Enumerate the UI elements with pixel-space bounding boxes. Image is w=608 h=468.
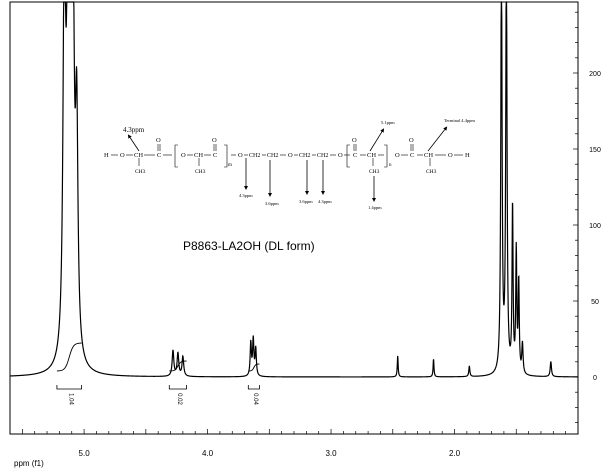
label-top-terminal: Terminal 4.4ppm: [444, 118, 475, 123]
chemical-structure: H O CH CH3 C O O CH CH3 C O m O CH2 CH2: [104, 118, 475, 210]
atom-O: O: [288, 152, 293, 159]
atom-CH2: CH2: [267, 153, 278, 159]
y-tick-label: 200: [589, 71, 601, 78]
methyl-CH3: CH3: [369, 169, 380, 175]
integration-value: 1.04: [67, 393, 73, 405]
label-top-5.1ppm: 5.1ppm: [381, 120, 395, 125]
atom-CH: CH: [194, 152, 203, 159]
x-tick-label: 4.0: [202, 449, 214, 458]
atom-CH2: CH2: [317, 153, 328, 159]
x-tick-label: 3.0: [325, 449, 337, 458]
label-top-4.3ppm: 4.3ppm: [123, 126, 145, 134]
plot-frame: [9, 1, 579, 435]
atom-CH2: CH2: [249, 153, 260, 159]
label-bottom-4.3ppm-b: 4.3ppm: [318, 199, 332, 204]
label-bottom-3.6ppm: 3.6ppm: [265, 201, 279, 206]
atom-C: C: [410, 152, 414, 159]
atom-O: O: [120, 152, 125, 159]
atom-H-right: H: [465, 152, 470, 159]
y-tick-label: 50: [591, 299, 599, 306]
bracket-right: [384, 144, 388, 168]
integration-value: 0.04: [252, 393, 258, 405]
integration-curve: [56, 342, 82, 372]
y-axis: 0 50 100 150 200: [573, 11, 601, 423]
spectrum-trace: [9, 1, 579, 378]
atom-O: O: [395, 152, 400, 159]
bracket-right: [224, 144, 228, 168]
carbonyl-O: O: [212, 137, 217, 144]
label-bottom-1.4ppm: 1.4ppm: [368, 205, 382, 210]
methyl-CH3: CH3: [135, 169, 146, 175]
integration-bracket: [56, 385, 83, 390]
integration-brackets: 1.04 0.02 0.04: [56, 385, 260, 405]
integration-bracket: [168, 385, 187, 390]
atom-CH: CH: [134, 152, 143, 159]
x-tick-label: 2.0: [449, 449, 461, 458]
x-axis-label: ppm (f1): [14, 459, 44, 468]
subscript-n: n: [389, 163, 392, 168]
atom-O: O: [448, 152, 453, 159]
atom-O: O: [238, 152, 243, 159]
label-bottom-4.3ppm: 4.3ppm: [239, 193, 253, 198]
atom-O: O: [338, 152, 343, 159]
carbonyl-O: O: [156, 137, 161, 144]
bracket-left: [346, 144, 350, 168]
methyl-CH3: CH3: [426, 169, 437, 175]
integration-value: 0.02: [176, 393, 182, 405]
bracket-left: [174, 144, 178, 168]
annotation-arrow: [427, 126, 448, 152]
atom-O: O: [181, 152, 186, 159]
x-axis: 5.0 4.0 3.0 2.0: [9, 429, 579, 458]
y-tick-label: 150: [589, 147, 601, 154]
atom-C: C: [157, 152, 161, 159]
y-tick-label: 0: [593, 375, 597, 382]
x-tick-label: 5.0: [79, 449, 91, 458]
sample-label: P8863-LA2OH (DL form): [183, 239, 315, 253]
carbonyl-O: O: [409, 137, 414, 144]
atom-H-left: H: [104, 152, 109, 159]
subscript-m: m: [228, 163, 232, 168]
annotation-arrow: [127, 134, 140, 152]
carbonyl-O: O: [352, 137, 357, 144]
atom-C: C: [353, 152, 357, 159]
integration-curve: [248, 363, 260, 372]
atom-CH: CH: [424, 152, 433, 159]
atom-C: C: [213, 152, 217, 159]
atom-CH2: CH2: [299, 153, 310, 159]
atom-CH: CH: [367, 152, 376, 159]
annotation-arrow: [369, 128, 385, 152]
integration-curves: [56, 342, 260, 372]
methyl-CH3: CH3: [195, 169, 206, 175]
y-tick-label: 100: [589, 223, 601, 230]
integration-bracket: [247, 385, 260, 390]
label-bottom-3.6ppm-b: 3.6ppm: [299, 199, 313, 204]
